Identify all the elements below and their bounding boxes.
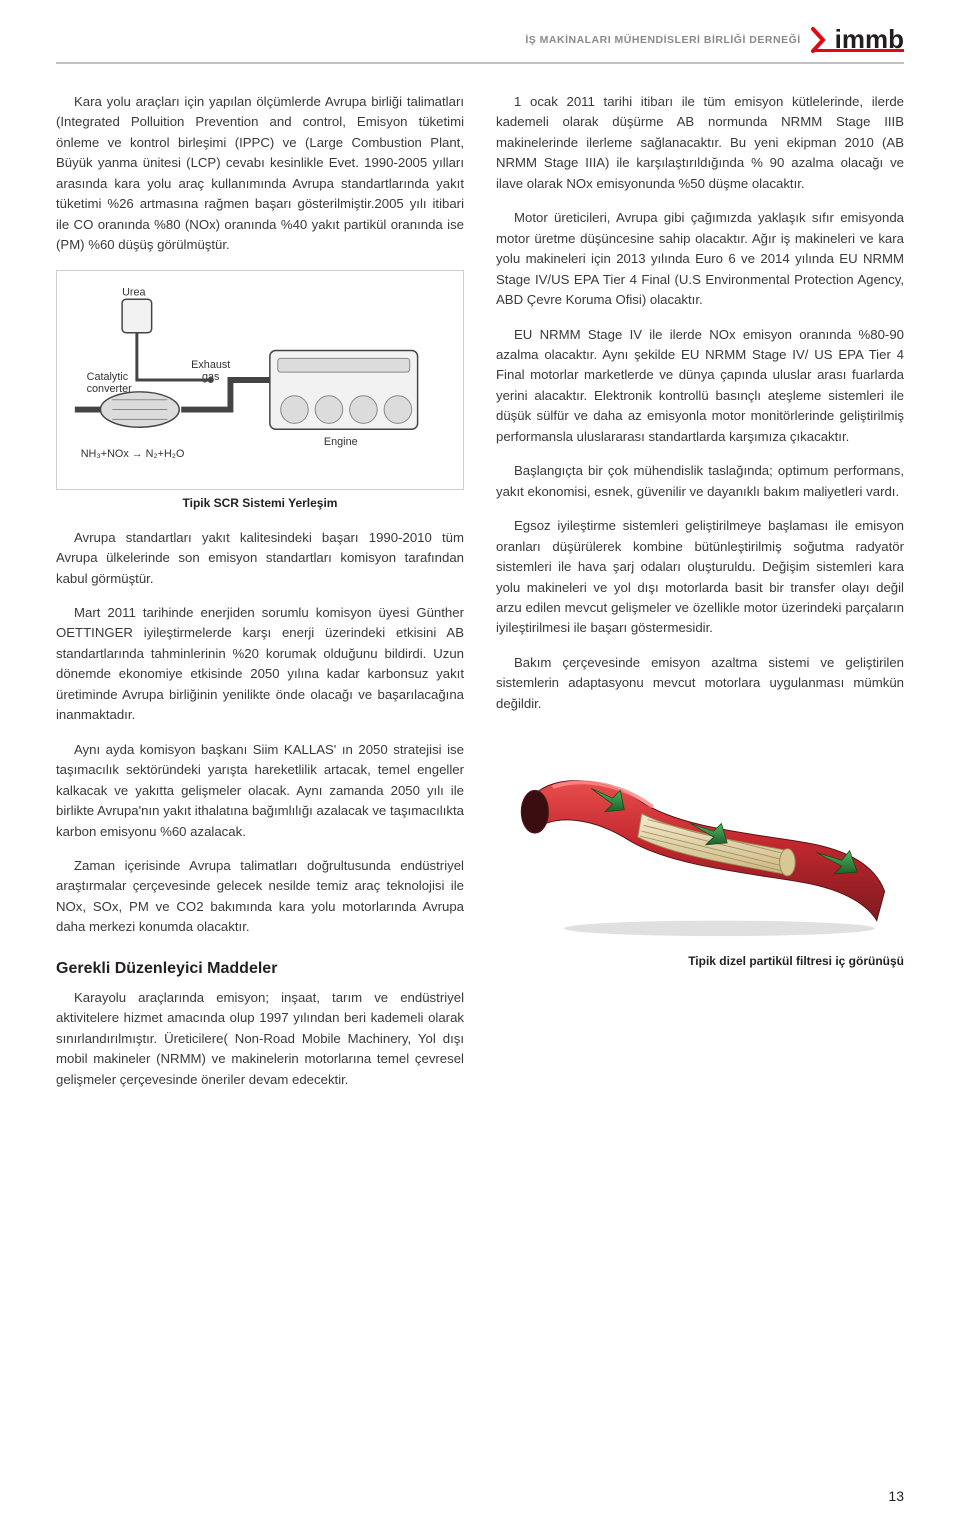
- left-p5: Zaman içerisinde Avrupa talimatları doğr…: [56, 856, 464, 938]
- right-p4: Başlangıçta bir çok mühendislik taslağın…: [496, 461, 904, 502]
- right-p3: EU NRMM Stage IV ile ilerde NOx emisyon …: [496, 325, 904, 448]
- header-rule: [56, 62, 904, 64]
- fig1-label-catalytic-l1: Catalytic: [87, 371, 129, 383]
- left-column: Kara yolu araçları için yapılan ölçümler…: [56, 92, 464, 1104]
- figure1-caption: Tipik SCR Sistemi Yerleşim: [56, 496, 464, 510]
- two-column-layout: Kara yolu araçları için yapılan ölçümler…: [56, 92, 904, 1104]
- fig1-equation: NH₃+NOx → N₂+H₂O: [81, 447, 185, 459]
- header-org-name: İŞ MAKİNALARI MÜHENDİSLERİ BİRLİĞİ DERNE…: [525, 34, 800, 46]
- right-p2: Motor üreticileri, Avrupa gibi çağımızda…: [496, 208, 904, 310]
- left-p2: Avrupa standartları yakıt kalitesindeki …: [56, 528, 464, 589]
- left-p3: Mart 2011 tarihinde enerjiden sorumlu ko…: [56, 603, 464, 726]
- logo-underline: [814, 49, 904, 52]
- right-p5: Egsoz iyileştirme sistemleri geliştirilm…: [496, 516, 904, 639]
- figure2-caption: Tipik dizel partikül filtresi iç görünüş…: [496, 954, 904, 968]
- left-p1: Kara yolu araçları için yapılan ölçümler…: [56, 92, 464, 256]
- right-column: 1 ocak 2011 tarihi itibarı ile tüm emisy…: [496, 92, 904, 1104]
- left-p4: Aynı ayda komisyon başkanı Siim KALLAS' …: [56, 740, 464, 842]
- right-p6: Bakım çerçevesinde emisyon azaltma siste…: [496, 653, 904, 714]
- right-p1: 1 ocak 2011 tarihi itibarı ile tüm emisy…: [496, 92, 904, 194]
- figure-scr-system: Engine Exhaust gas Catalytic converter: [56, 270, 464, 490]
- fig1-label-catalytic-l2: converter: [87, 382, 133, 394]
- page-root: İŞ MAKİNALARI MÜHENDİSLERİ BİRLİĞİ DERNE…: [0, 0, 960, 1522]
- left-subhead: Gerekli Düzenleyici Maddeler: [56, 960, 464, 978]
- fig1-label-exhaust-l1: Exhaust: [191, 359, 230, 371]
- page-number: 13: [888, 1488, 904, 1504]
- left-p6: Karayolu araçlarında emisyon; inşaat, ta…: [56, 988, 464, 1090]
- scr-schematic-svg: Engine Exhaust gas Catalytic converter: [63, 277, 457, 483]
- dpf-cutaway-svg: [496, 728, 904, 948]
- figure-dpf-cutaway: [496, 728, 904, 948]
- fig1-label-urea: Urea: [122, 286, 146, 298]
- header-row: İŞ MAKİNALARI MÜHENDİSLERİ BİRLİĞİ DERNE…: [56, 24, 904, 55]
- fig1-label-engine: Engine: [324, 436, 358, 448]
